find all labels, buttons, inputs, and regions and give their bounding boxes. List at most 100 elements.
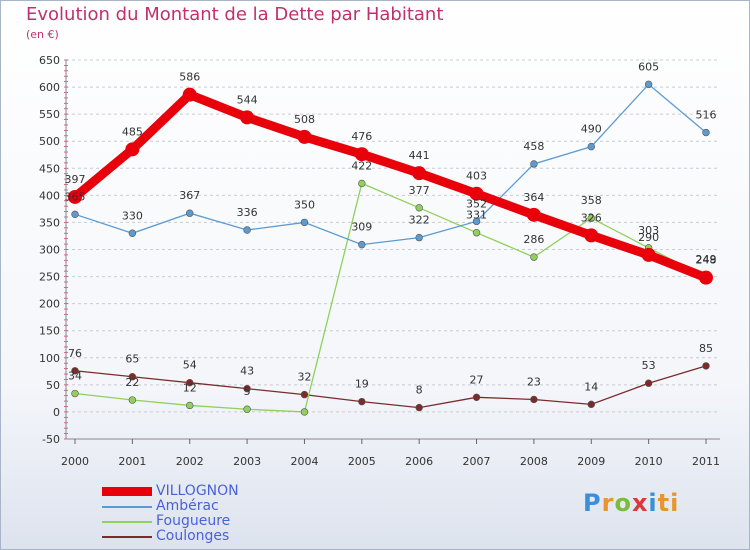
y-tick-label: 250 xyxy=(39,271,60,284)
data-point-coulonges xyxy=(71,367,79,375)
data-label-coulonges: 19 xyxy=(355,378,369,391)
data-point-villognon xyxy=(354,147,369,162)
x-tick-label: 2003 xyxy=(233,455,261,468)
data-label-fougueure: 5 xyxy=(244,385,251,398)
data-point-amberac xyxy=(702,128,710,137)
legend-item: VILLOGNON xyxy=(102,484,239,499)
data-label-villognon: 485 xyxy=(122,125,143,138)
data-point-fougueure xyxy=(186,401,194,410)
data-point-villognon xyxy=(526,207,541,222)
data-label-villognon: 290 xyxy=(638,231,659,244)
data-point-villognon xyxy=(125,142,140,157)
data-label-fougueure: 377 xyxy=(409,184,430,197)
data-point-amberac xyxy=(358,240,366,249)
data-label-villognon: 441 xyxy=(409,149,430,162)
data-label-coulonges: 8 xyxy=(416,384,423,397)
data-point-coulonges xyxy=(300,390,309,399)
data-point-coulonges xyxy=(128,373,137,381)
data-point-fougueure xyxy=(128,396,137,404)
data-point-amberac xyxy=(300,218,309,227)
data-point-villognon xyxy=(68,189,82,204)
data-point-coulonges xyxy=(186,378,194,387)
data-point-fougueure xyxy=(300,408,309,416)
data-label-villognon: 403 xyxy=(466,170,487,183)
data-label-villognon: 326 xyxy=(581,211,602,224)
y-tick-label: 50 xyxy=(46,379,60,392)
data-label-amberac: 336 xyxy=(237,206,258,219)
data-label-amberac: 365 xyxy=(65,190,86,203)
x-tick-label: 2004 xyxy=(290,455,318,468)
data-label-fougueure: 422 xyxy=(351,159,372,172)
y-tick-label: 0 xyxy=(53,406,60,419)
data-label-coulonges: 27 xyxy=(470,373,484,386)
data-point-villognon xyxy=(699,270,713,285)
data-label-amberac: 350 xyxy=(294,198,315,211)
y-tick-label: 300 xyxy=(39,244,60,257)
legend-label: VILLOGNON xyxy=(156,483,239,499)
data-label-amberac: 516 xyxy=(696,109,717,122)
proxiti-logo: Proxiti xyxy=(583,489,679,517)
logo-letter: o xyxy=(614,489,632,517)
data-point-amberac xyxy=(186,209,194,217)
x-tick-label: 2000 xyxy=(61,455,89,468)
y-tick-label: 500 xyxy=(39,135,60,148)
data-point-amberac xyxy=(644,80,653,89)
y-tick-label: 650 xyxy=(39,54,60,67)
data-point-coulonges xyxy=(702,362,710,370)
y-tick-label: -50 xyxy=(42,433,60,446)
x-tick-label: 2001 xyxy=(118,455,146,468)
legend-swatch xyxy=(102,487,152,496)
x-tick-label: 2006 xyxy=(405,455,433,468)
data-point-villognon xyxy=(641,247,656,262)
data-point-villognon xyxy=(469,186,484,201)
y-tick-label: 550 xyxy=(39,108,60,121)
y-tick-label: 200 xyxy=(39,298,60,311)
data-label-fougueure: 22 xyxy=(125,376,139,389)
data-label-villognon: 508 xyxy=(294,113,315,126)
data-point-coulonges xyxy=(530,395,538,404)
legend-item: Ambérac xyxy=(102,499,239,514)
data-point-fougueure xyxy=(530,253,538,261)
data-point-amberac xyxy=(530,160,538,168)
x-tick-label: 2011 xyxy=(692,455,720,468)
logo-letter: x xyxy=(631,489,649,517)
data-point-coulonges xyxy=(415,403,423,412)
data-point-amberac xyxy=(472,217,481,226)
y-tick-label: 400 xyxy=(39,189,60,202)
data-point-coulonges xyxy=(358,397,366,406)
legend-label: Coulonges xyxy=(156,528,230,544)
data-point-amberac xyxy=(415,233,423,242)
data-label-coulonges: 14 xyxy=(584,380,598,393)
data-point-coulonges xyxy=(472,393,481,402)
data-label-coulonges: 54 xyxy=(183,359,197,372)
data-label-amberac: 490 xyxy=(581,123,602,136)
data-point-villognon xyxy=(584,228,599,243)
x-tick-label: 2002 xyxy=(176,455,204,468)
chart-legend: VILLOGNON Ambérac Fougueure Coulonges xyxy=(102,484,239,544)
data-label-fougueure: 249 xyxy=(696,253,717,266)
data-point-amberac xyxy=(71,210,79,219)
data-point-villognon xyxy=(240,110,255,125)
data-label-coulonges: 43 xyxy=(240,365,254,378)
data-point-fougueure xyxy=(415,204,423,212)
y-tick-label: 100 xyxy=(39,352,60,365)
data-point-fougueure xyxy=(587,214,595,222)
data-label-coulonges: 32 xyxy=(297,371,311,384)
data-point-fougueure xyxy=(243,405,251,413)
data-label-villognon: 364 xyxy=(523,191,544,204)
y-tick-label: 450 xyxy=(39,162,60,175)
data-label-villognon: 248 xyxy=(696,254,717,267)
data-label-coulonges: 85 xyxy=(699,342,713,355)
x-tick-label: 2010 xyxy=(635,455,663,468)
data-point-amberac xyxy=(128,229,137,237)
data-label-villognon: 586 xyxy=(179,71,200,84)
data-label-coulonges: 53 xyxy=(642,359,656,372)
data-label-villognon: 544 xyxy=(237,93,258,106)
chart-subtitle: (en €) xyxy=(26,28,59,41)
data-label-fougueure: 12 xyxy=(183,381,197,394)
data-point-coulonges xyxy=(644,379,653,387)
data-label-amberac: 352 xyxy=(466,197,487,210)
legend-swatch xyxy=(102,535,152,538)
data-point-fougueure xyxy=(472,229,481,237)
